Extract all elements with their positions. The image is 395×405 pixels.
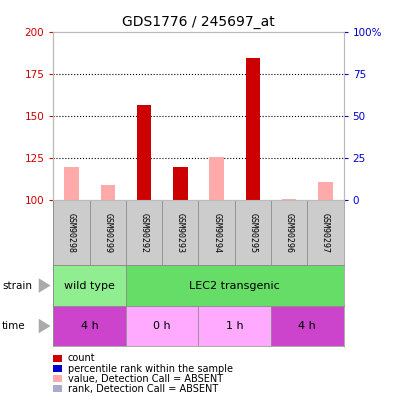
Text: GSM90295: GSM90295 <box>248 213 258 253</box>
Text: GSM90298: GSM90298 <box>67 213 76 253</box>
Text: count: count <box>68 354 96 363</box>
Bar <box>307 200 344 265</box>
Bar <box>199 200 235 265</box>
Bar <box>126 265 344 306</box>
Bar <box>100 185 115 200</box>
Bar <box>53 306 126 346</box>
Bar <box>318 182 333 200</box>
Text: rank, Detection Call = ABSENT: rank, Detection Call = ABSENT <box>68 384 218 394</box>
Bar <box>246 58 260 200</box>
Bar <box>199 306 271 346</box>
Text: GSM90296: GSM90296 <box>285 213 294 253</box>
Text: wild type: wild type <box>64 281 115 290</box>
Text: value, Detection Call = ABSENT: value, Detection Call = ABSENT <box>68 374 223 384</box>
Text: time: time <box>2 321 26 331</box>
Text: GSM90299: GSM90299 <box>103 213 112 253</box>
Title: GDS1776 / 245697_at: GDS1776 / 245697_at <box>122 15 275 29</box>
Bar <box>282 199 297 200</box>
Text: GSM90294: GSM90294 <box>212 213 221 253</box>
Text: GSM90297: GSM90297 <box>321 213 330 253</box>
Text: percentile rank within the sample: percentile rank within the sample <box>68 364 233 373</box>
Text: 0 h: 0 h <box>153 321 171 331</box>
Bar <box>137 104 151 200</box>
Text: strain: strain <box>2 281 32 290</box>
Bar <box>235 200 271 265</box>
Text: 1 h: 1 h <box>226 321 244 331</box>
Bar <box>271 306 344 346</box>
Bar <box>64 167 79 200</box>
Bar <box>271 200 307 265</box>
Bar <box>126 306 199 346</box>
Text: GSM90292: GSM90292 <box>139 213 149 253</box>
Bar <box>209 157 224 200</box>
Bar <box>162 200 199 265</box>
Bar <box>173 167 188 200</box>
Text: GSM90293: GSM90293 <box>176 213 185 253</box>
Bar <box>53 200 90 265</box>
Text: LEC2 transgenic: LEC2 transgenic <box>190 281 280 290</box>
Text: 4 h: 4 h <box>299 321 316 331</box>
Bar <box>53 265 126 306</box>
Bar <box>90 200 126 265</box>
Bar <box>126 200 162 265</box>
Text: 4 h: 4 h <box>81 321 98 331</box>
